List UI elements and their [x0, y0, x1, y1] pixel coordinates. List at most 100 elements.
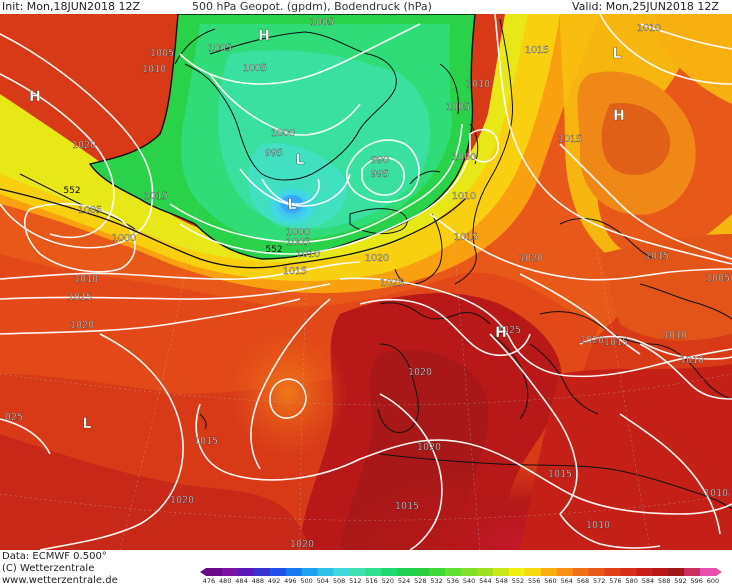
- isobar-label: 1015: [645, 251, 669, 262]
- isobar-label: 1020: [417, 442, 441, 453]
- color-scale-tick-label: 540: [463, 577, 475, 584]
- color-scale-bar: 476 480 484 488 492 496 500 504 508 512 516 520 524 5…: [200, 568, 722, 584]
- color-scale-swatch: [237, 568, 255, 576]
- isobar-label: 1010: [452, 191, 476, 202]
- isobar-label: 995: [371, 169, 389, 180]
- color-scale-swatch: [285, 568, 303, 576]
- isobar-label: 1010: [704, 488, 728, 499]
- pressure-centers: H H L H L L L H: [29, 28, 625, 432]
- color-scale-tick-label: 488: [252, 577, 264, 584]
- isobar-label: 1015: [604, 337, 628, 348]
- contour-label: 552: [265, 245, 282, 255]
- valid-time: Valid: Mon,25JUN2018 12Z: [572, 0, 719, 13]
- color-scale-swatch: [333, 568, 350, 576]
- color-scale-swatch: [652, 568, 669, 576]
- geopotential-band-ne-dark: [601, 103, 671, 175]
- isobar-label: 1020: [290, 539, 314, 550]
- color-scale-tick-label: 560: [544, 577, 556, 584]
- color-scale-swatch: [700, 568, 717, 576]
- isobar-label: 995: [265, 148, 283, 159]
- coastlines: [19, 18, 732, 510]
- color-scale-tick-label: 500: [300, 577, 312, 584]
- color-scale-swatch: [636, 568, 653, 576]
- isobar-label: 1005: [208, 43, 232, 54]
- color-scale-tick-label: 492: [268, 577, 280, 584]
- color-scale-tick-label: 524: [398, 577, 410, 584]
- color-scale-tick-label: 556: [528, 577, 540, 584]
- isobar-label: 1000: [271, 128, 295, 139]
- isobar-label: 1020: [408, 367, 432, 378]
- isobar-label: 025: [5, 412, 23, 423]
- color-scale-swatch: [668, 568, 685, 576]
- color-scale-tick-label: 580: [625, 577, 637, 584]
- color-scale-tick-label: 496: [284, 577, 296, 584]
- color-scale-arrow-left: [200, 568, 206, 576]
- isobar-label: 1000: [452, 152, 476, 163]
- isobar-label: 1015: [395, 501, 419, 512]
- color-scale-tick-label: 600: [707, 577, 719, 584]
- isobars: [0, 14, 732, 550]
- website-link[interactable]: www.wetterzentrale.de: [2, 575, 118, 586]
- color-scale-tick-label: 588: [658, 577, 670, 584]
- isobar-label: 990: [371, 155, 389, 166]
- geopotential-contour-552: [0, 188, 466, 269]
- color-scale-swatch: [269, 568, 287, 576]
- contour-labels: 552 552: [63, 186, 282, 255]
- color-scale-swatch: [301, 568, 319, 576]
- geopotential-band-se-red: [520, 364, 732, 550]
- color-scale-tick-label: 544: [479, 577, 491, 584]
- warm-anomaly-atlantic: [228, 327, 348, 457]
- isobar-label: 1015: [454, 232, 478, 243]
- color-scale-tick-label: 476: [203, 577, 215, 584]
- color-scale-tick-label: 508: [333, 577, 345, 584]
- color-scale-swatch: [317, 568, 334, 576]
- color-scale-arrow-right: [716, 568, 722, 576]
- color-scale-swatch: [572, 568, 589, 576]
- map-footer: Data: ECMWF 0.500° (C) Wetterzentrale ww…: [0, 550, 732, 587]
- color-scale-tick-label: 536: [447, 577, 459, 584]
- weather-map: 1005 1005 1005 1010 1005 1010 1015 1010 1005 1000…: [0, 14, 732, 550]
- isobar-label: 1010: [680, 355, 704, 366]
- color-scale-swatch: [221, 568, 239, 576]
- color-scale-tick-label: 480: [219, 577, 231, 584]
- isobar-label: 1010: [586, 520, 610, 531]
- geopotential-band-se-orange: [600, 234, 732, 341]
- map-header: Init: Mon,18JUN2018 12Z 500 hPa Geopot. …: [0, 0, 732, 14]
- isobar-label: 1020: [70, 320, 94, 331]
- isobar-label: 1010: [142, 64, 166, 75]
- low-pressure-marker: L: [288, 197, 297, 213]
- isobar-label: 1000: [112, 233, 136, 244]
- low-pressure-marker: L: [296, 152, 305, 168]
- high-pressure-marker: H: [495, 325, 507, 341]
- color-scale-tick-label: 576: [609, 577, 621, 584]
- geopotential-band-sw-red: [0, 434, 310, 550]
- color-scale-swatch: [556, 568, 574, 576]
- isobar-label: 1000: [286, 227, 310, 238]
- color-scale-tick-label: 596: [691, 577, 703, 584]
- copyright-text: (C) Wetterzentrale: [2, 563, 95, 574]
- isobar-label: 1005: [78, 205, 102, 216]
- isobar-labels: 1005 1005 1005 1010 1005 1010 1015 1010 1005 1000…: [5, 17, 730, 550]
- isobar-label: 1010: [663, 330, 687, 341]
- color-scale-tick-label: 548: [495, 577, 507, 584]
- isobar-label: 1015: [525, 45, 549, 56]
- isobar-label: 1005: [706, 273, 730, 284]
- color-scale-tick-label: 592: [674, 577, 686, 584]
- isobar-label: 1020: [72, 140, 96, 151]
- isobar-label: 1010: [637, 23, 661, 34]
- color-scale-swatch: [413, 568, 430, 576]
- isobar-label: 1015: [548, 469, 572, 480]
- geopotential-band-ne-ring: [655, 14, 732, 104]
- color-scale-tick-label: 484: [235, 577, 247, 584]
- isobar-label: 1005: [243, 63, 267, 74]
- color-scale-tick-label: 584: [642, 577, 654, 584]
- map-title: 500 hPa Geopot. (gpdm), Bodendruck (hPa): [192, 0, 432, 13]
- data-source: Data: ECMWF 0.500°: [2, 551, 107, 562]
- init-time: Init: Mon,18JUN2018 12Z: [2, 0, 141, 13]
- isobar-label: 1010: [74, 274, 98, 285]
- isobar-label: 1025: [497, 325, 521, 336]
- color-scale-swatch: [476, 568, 494, 576]
- high-pressure-marker: H: [613, 108, 625, 124]
- isobar-label: 1005: [446, 102, 470, 113]
- color-scale-tick-label: 528: [414, 577, 426, 584]
